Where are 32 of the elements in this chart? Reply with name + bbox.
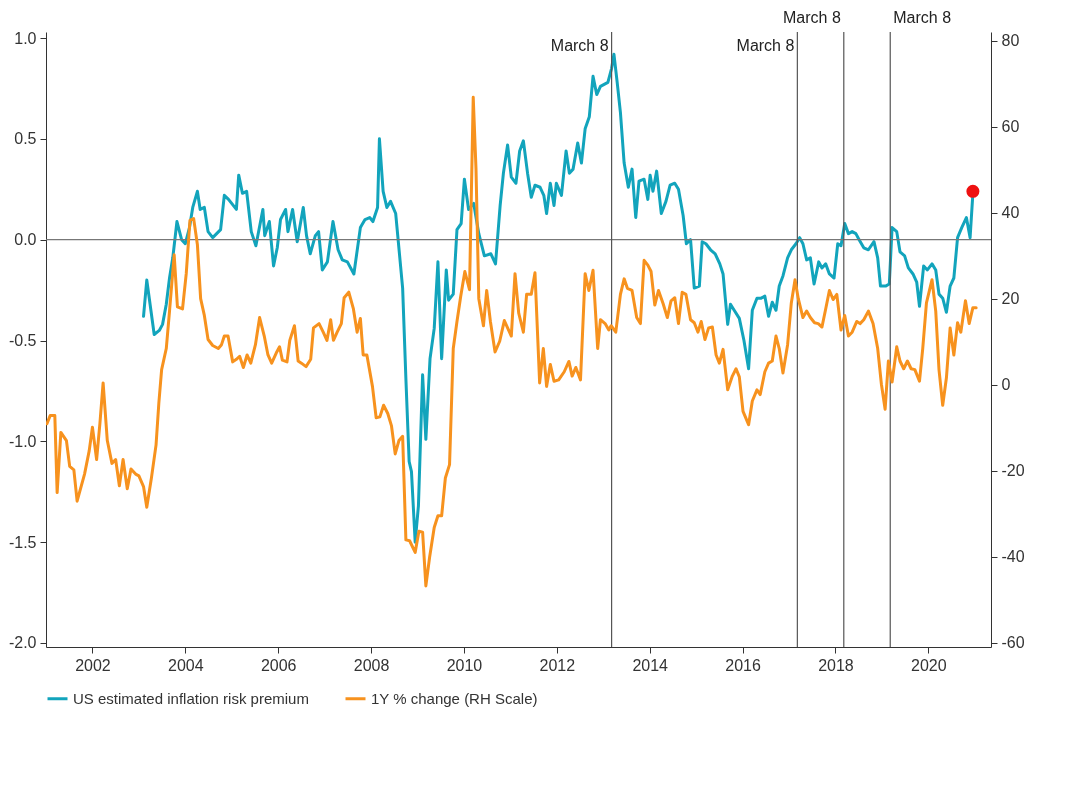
x-tick-label: 2020 — [911, 656, 947, 674]
ref-line-label: March 8 — [550, 37, 609, 54]
y2-tick-label: 40 — [1001, 204, 1020, 222]
y2-tick-label: -40 — [1001, 548, 1025, 566]
ref-line-label: March 8 — [736, 37, 795, 54]
y2-tick-label: 0 — [1001, 376, 1011, 394]
x-tick-label: 2010 — [446, 656, 483, 674]
x-tick-label: 2016 — [725, 656, 761, 674]
y-tick-label: -0.5 — [8, 332, 37, 350]
x-tick-label: 2012 — [539, 656, 576, 674]
y2-tick-label: 20 — [1001, 290, 1020, 308]
line-series — [46, 95, 978, 588]
y2-tick-label: 60 — [1001, 118, 1020, 136]
y-tick-label: 0.0 — [14, 231, 37, 249]
x-tick-label: 2004 — [168, 656, 204, 674]
ref-line-label: March 8 — [783, 9, 841, 26]
legend-label: 1Y % change (RH Scale) — [371, 689, 538, 707]
y-tick-label: -1.5 — [8, 533, 37, 551]
x-tick-label: 2018 — [818, 656, 854, 674]
y-tick-label: 1.0 — [14, 29, 37, 47]
x-tick-label: 2002 — [75, 656, 111, 674]
x-tick-label: 2006 — [260, 656, 297, 674]
y-tick-label: 0.5 — [14, 130, 37, 148]
y2-tick-label: -60 — [1001, 634, 1025, 652]
x-tick-label: 2008 — [353, 656, 390, 674]
y2-tick-label: 80 — [1001, 32, 1020, 50]
ref-line-label: March 8 — [893, 9, 952, 26]
y-tick-label: -1.0 — [8, 432, 37, 450]
y-tick-label: -2.0 — [8, 634, 37, 652]
y2-tick-label: -20 — [1001, 462, 1025, 480]
legend-label: US estimated inflation risk premium — [73, 689, 309, 707]
x-tick-label: 2014 — [632, 656, 669, 674]
